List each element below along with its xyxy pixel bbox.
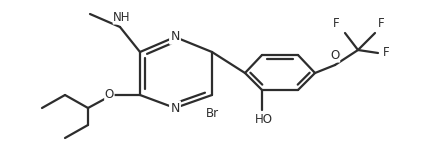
Text: F: F bbox=[333, 17, 340, 30]
Text: NH: NH bbox=[113, 11, 131, 24]
Text: N: N bbox=[170, 31, 180, 44]
Text: F: F bbox=[383, 46, 390, 60]
Text: O: O bbox=[104, 89, 114, 102]
Text: N: N bbox=[170, 102, 180, 115]
Text: O: O bbox=[330, 49, 340, 62]
Text: F: F bbox=[378, 17, 385, 30]
Text: O: O bbox=[105, 89, 114, 102]
Text: N: N bbox=[170, 102, 180, 115]
Text: NH: NH bbox=[113, 11, 131, 24]
Text: F: F bbox=[383, 46, 390, 60]
Text: Br: Br bbox=[206, 107, 218, 120]
Text: Br: Br bbox=[206, 107, 218, 120]
Text: O: O bbox=[330, 49, 340, 62]
Text: F: F bbox=[378, 17, 385, 30]
Text: F: F bbox=[333, 17, 340, 30]
Text: HO: HO bbox=[255, 113, 273, 126]
Text: N: N bbox=[170, 31, 180, 44]
Text: HO: HO bbox=[255, 113, 273, 126]
